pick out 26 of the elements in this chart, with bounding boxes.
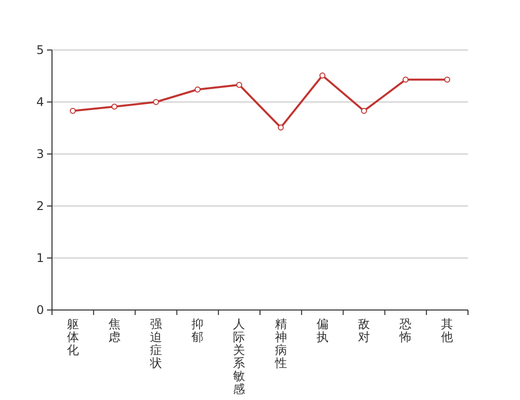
y-tick-label: 3 [36,147,44,161]
y-tick-label: 2 [36,199,44,213]
point [153,99,159,105]
x-tick-label: 偏执 [316,317,328,344]
point [402,76,409,83]
point [70,108,76,114]
x-tick-label: 躯体化 [66,317,79,357]
x-tick-label: 抑郁 [192,317,204,344]
y-tick-label: 1 [36,251,44,265]
x-tick-label: 敌对 [358,317,370,344]
y-tick-label: 0 [36,303,44,317]
y-tick-label: 4 [36,95,44,109]
point [194,86,201,93]
x-tick-label: 其他 [441,317,454,344]
point [361,108,367,114]
point [111,104,118,110]
point [278,124,284,130]
x-tick-label: 精神病性 [274,317,287,370]
point [444,76,450,83]
point [236,82,242,88]
point [319,72,326,78]
x-tick-label: 强迫症状 [149,317,162,370]
x-tick-label: 恐怖 [398,317,412,344]
y-tick-label: 5 [36,43,44,57]
x-tick-label: 人际关系敏感 [233,317,246,396]
x-tick-label: 焦虑 [108,317,120,344]
